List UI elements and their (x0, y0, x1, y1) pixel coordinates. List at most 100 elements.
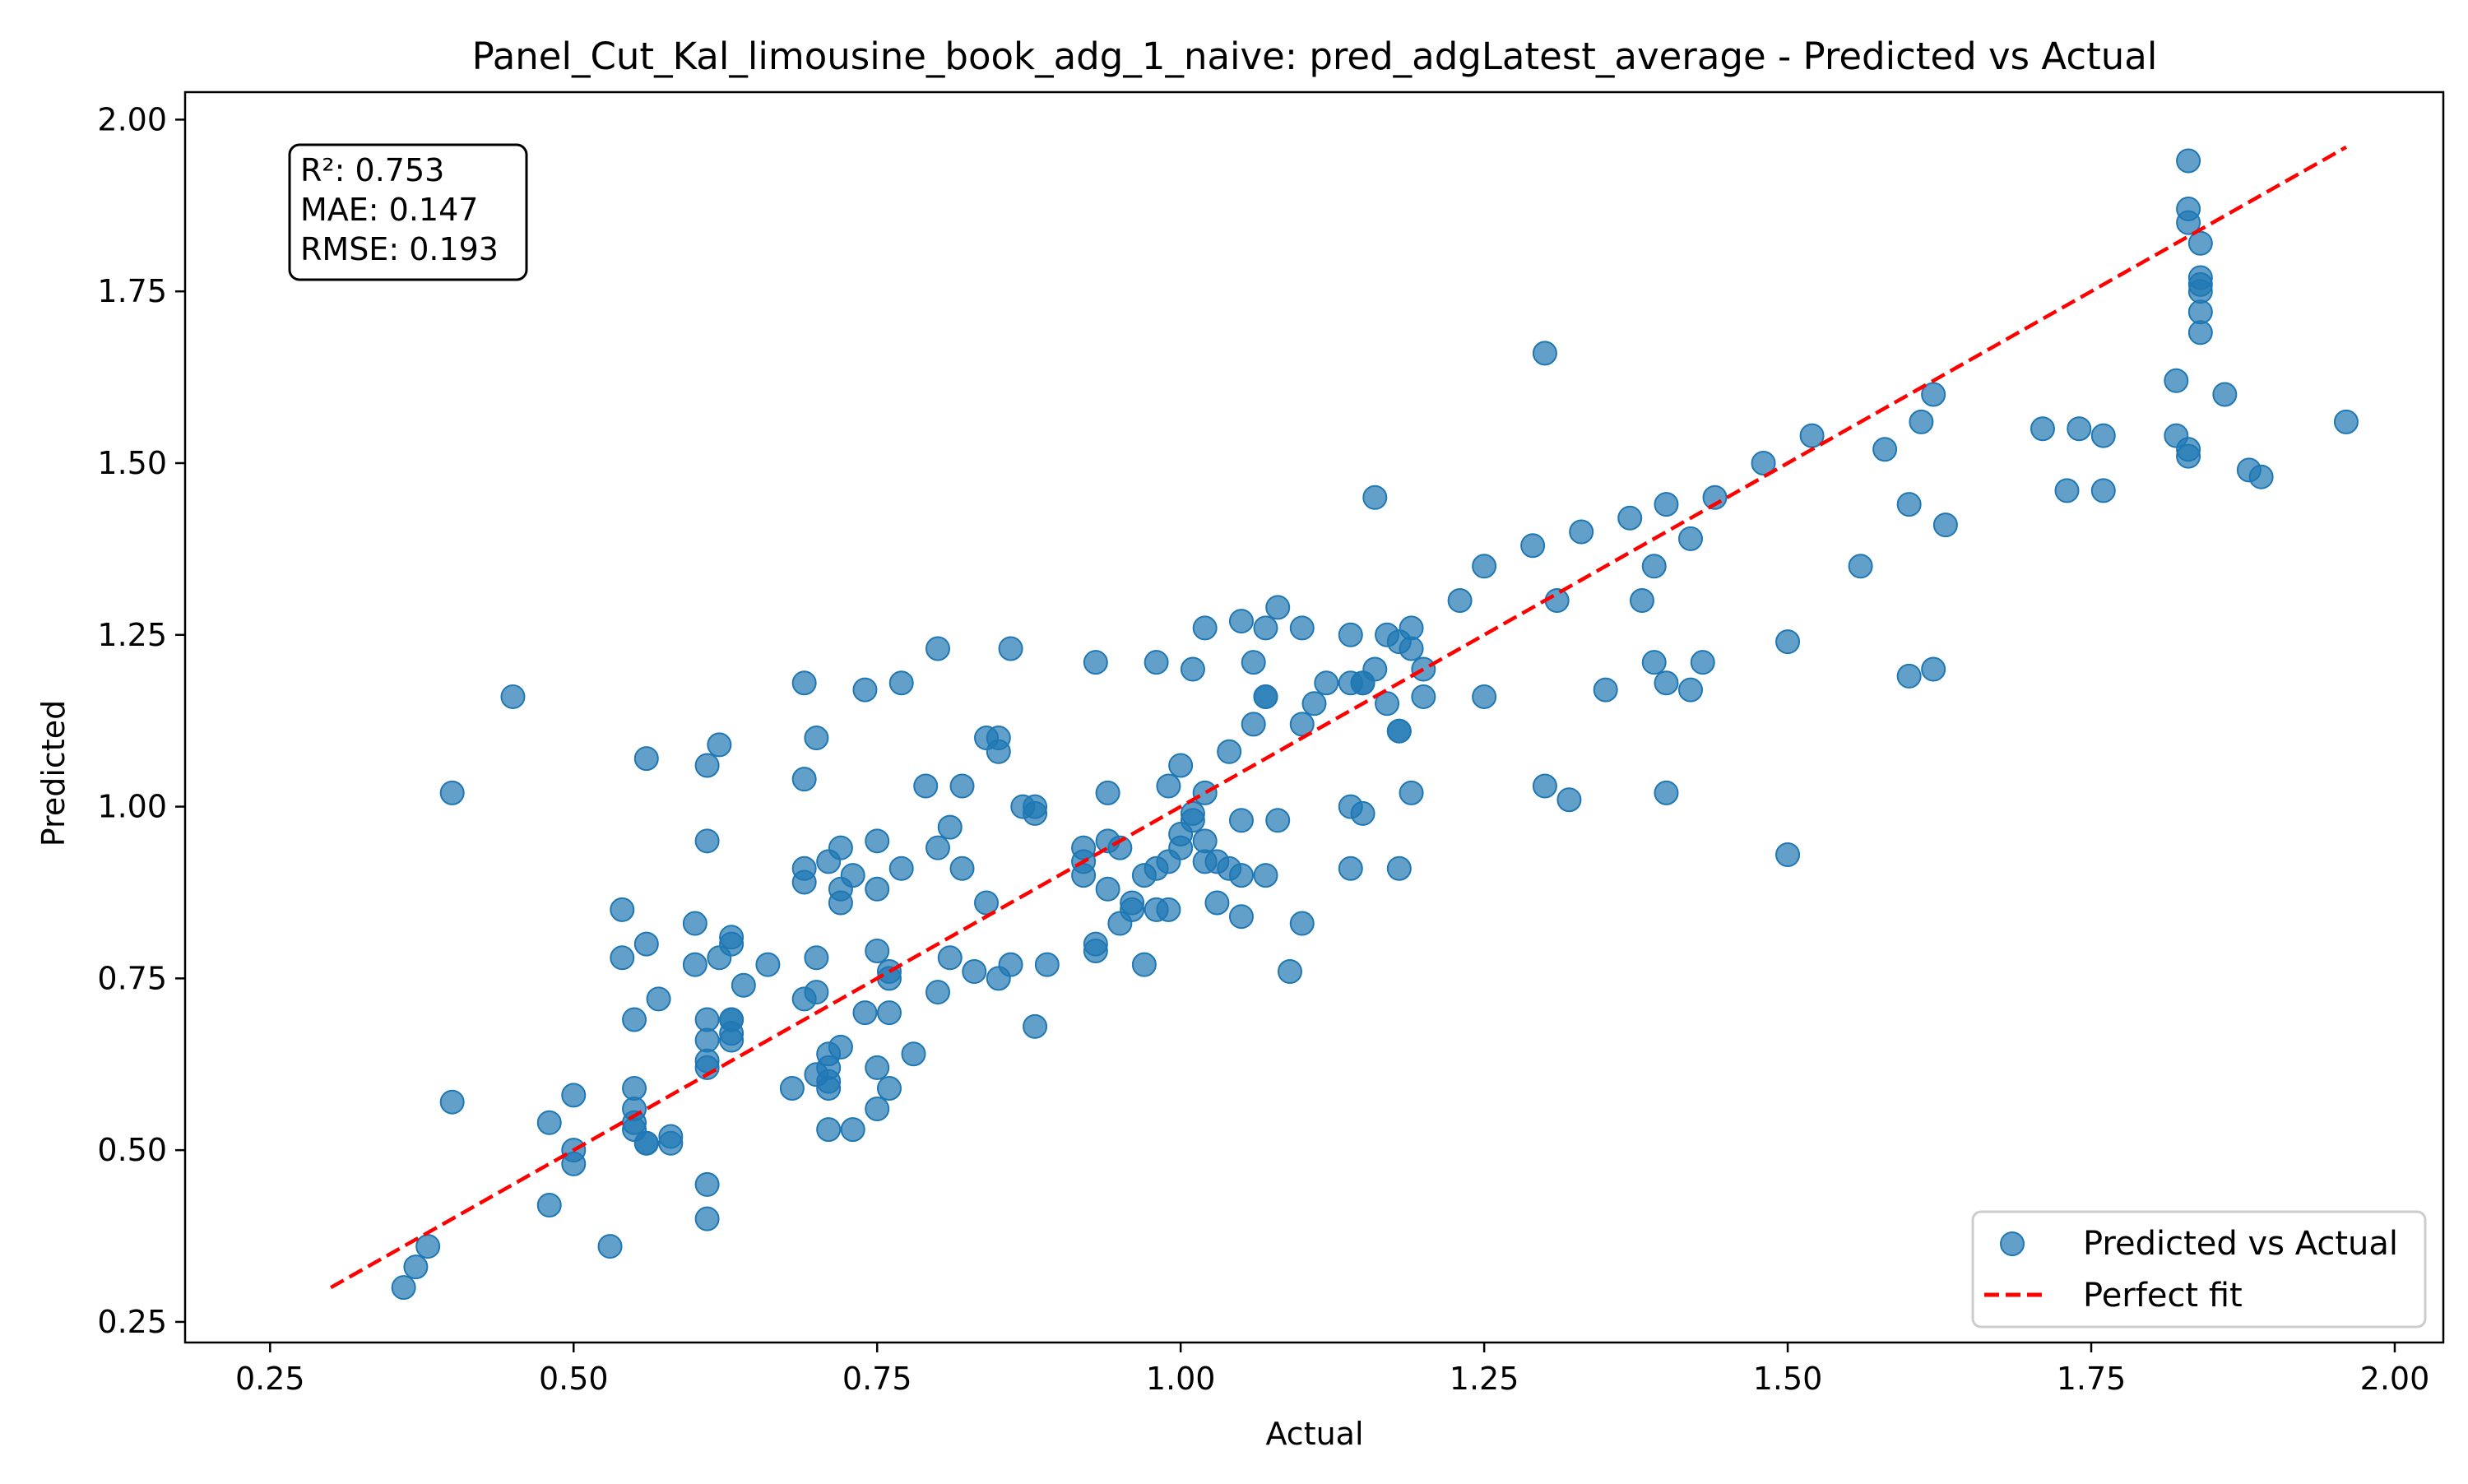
stat-r2: R²: 0.753 (300, 152, 444, 188)
data-point (888, 670, 914, 696)
data-point (791, 870, 817, 895)
data-point (804, 945, 829, 971)
data-point (1107, 835, 1133, 860)
data-point (1156, 897, 1181, 922)
data-point (694, 1055, 720, 1080)
data-point (926, 835, 950, 860)
data-point (926, 636, 950, 661)
data-point (597, 1234, 623, 1259)
y-axis-label: Predicted (35, 700, 72, 846)
data-point (791, 670, 817, 696)
data-point (876, 1075, 902, 1101)
data-point (926, 980, 950, 1005)
data-point (876, 1000, 902, 1026)
data-point (2333, 409, 2359, 434)
data-point (816, 1075, 842, 1101)
chart-title: Panel_Cut_Kal_limousine_book_adg_1_naive… (472, 35, 2158, 78)
data-point (1192, 615, 1218, 641)
data-point (1083, 650, 1108, 675)
data-point (1654, 780, 1679, 805)
data-point (828, 1034, 853, 1060)
data-point (1120, 897, 1145, 922)
data-point (1520, 533, 1546, 559)
data-point (1472, 554, 1497, 579)
data-point (1399, 636, 1424, 661)
data-point (2176, 196, 2201, 221)
data-point (1399, 615, 1424, 641)
data-point (1932, 512, 1958, 538)
data-point (1921, 382, 1946, 407)
x-tick-label: 1.25 (1450, 1361, 1519, 1397)
data-point (658, 1130, 684, 1156)
data-point (1678, 677, 1703, 703)
data-point (1751, 450, 1776, 475)
legend: Predicted vs Actual Perfect fit (1971, 1210, 2427, 1329)
data-point (986, 739, 1011, 764)
data-point (1848, 554, 1873, 579)
data-point (1799, 423, 1825, 448)
y-tick-label: 1.75 (97, 273, 167, 309)
data-point (1095, 876, 1120, 902)
data-point (949, 856, 975, 881)
x-tick-label: 2.00 (2360, 1361, 2430, 1397)
data-point (1909, 409, 1934, 434)
data-point (403, 1254, 429, 1280)
data-point (391, 1275, 416, 1301)
data-point (1350, 800, 1375, 826)
perfect-fit-line (329, 145, 2348, 1290)
data-point (622, 1075, 647, 1101)
data-point (2212, 382, 2238, 407)
data-point (561, 1083, 587, 1108)
x-tick-label: 1.00 (1146, 1361, 1216, 1397)
data-point (439, 1089, 465, 1115)
data-point (1338, 622, 1363, 647)
data-point (694, 828, 720, 854)
data-point (1629, 588, 1654, 614)
data-point (828, 890, 853, 916)
data-point (1204, 890, 1230, 916)
data-point (719, 925, 745, 950)
data-point (2164, 368, 2189, 393)
data-point (1532, 773, 1557, 799)
plot-frame (183, 90, 2445, 1344)
stats-box: R²: 0.753 MAE: 0.147 RMSE: 0.193 (288, 143, 528, 281)
data-point (1362, 656, 1388, 682)
data-point (865, 1055, 890, 1080)
data-point (1217, 739, 1242, 764)
data-point (1569, 519, 1594, 545)
data-point (694, 1206, 720, 1231)
data-point (1386, 718, 1412, 744)
data-point (2054, 478, 2080, 503)
data-point (719, 1027, 745, 1053)
data-point (840, 863, 865, 888)
data-point (633, 1130, 659, 1156)
data-point (1253, 684, 1278, 709)
data-point (1375, 691, 1400, 716)
data-point (1228, 808, 1254, 833)
data-point (755, 952, 781, 977)
data-point (682, 911, 707, 936)
data-point (646, 986, 671, 1012)
data-point (1690, 650, 1715, 675)
y-tick-label: 2.00 (97, 101, 167, 137)
data-point (682, 952, 707, 977)
data-point (2090, 423, 2116, 448)
data-point (1071, 835, 1097, 860)
data-point (937, 814, 963, 840)
data-point (865, 1097, 890, 1122)
data-point (1641, 650, 1667, 675)
data-point (1678, 526, 1703, 551)
data-point (913, 773, 939, 799)
data-point (2176, 443, 2201, 469)
data-point (415, 1234, 441, 1259)
data-point (865, 938, 890, 963)
data-point (1095, 780, 1120, 805)
y-tick-label: 0.75 (97, 960, 167, 996)
legend-frame (1971, 1210, 2427, 1329)
data-point (1362, 485, 1388, 510)
data-point (2030, 416, 2055, 442)
data-point (2187, 299, 2213, 325)
data-point (1641, 554, 1667, 579)
data-point (1277, 959, 1302, 985)
